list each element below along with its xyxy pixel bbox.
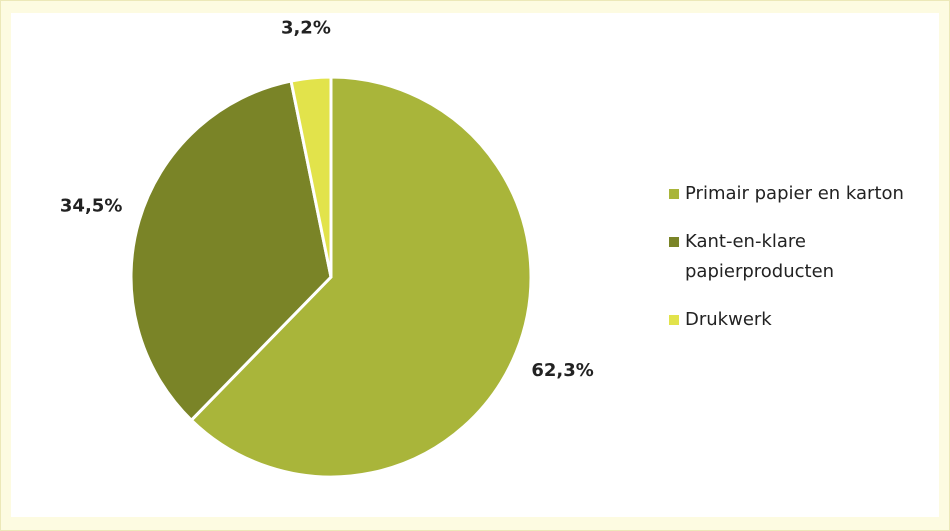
data-label: 62,3%: [531, 360, 593, 381]
legend-swatch: [669, 237, 679, 247]
data-label: 34,5%: [60, 195, 122, 216]
legend-item: Primair papier en karton: [669, 179, 919, 209]
legend-label: Drukwerk: [685, 309, 772, 330]
legend-swatch: [669, 315, 679, 325]
chart-panel: 62,3% 34,5% 3,2% Primair papier en karton K…: [11, 13, 939, 517]
data-label: 3,2%: [281, 17, 331, 38]
legend-item: Kant-en-klare papierproducten: [669, 227, 919, 287]
legend-label: Primair papier en karton: [685, 183, 904, 204]
legend-label: Kant-en-klare papierproducten: [685, 231, 835, 282]
legend-swatch: [669, 189, 679, 199]
legend-item: Drukwerk: [669, 305, 919, 335]
legend: Primair papier en karton Kant-en-klare pa…: [669, 179, 919, 353]
pie-slice: [189, 75, 533, 479]
pie-slice: [289, 75, 333, 279]
chart: 62,3% 34,5% 3,2%: [60, 17, 594, 479]
pie-slice: [129, 79, 333, 422]
